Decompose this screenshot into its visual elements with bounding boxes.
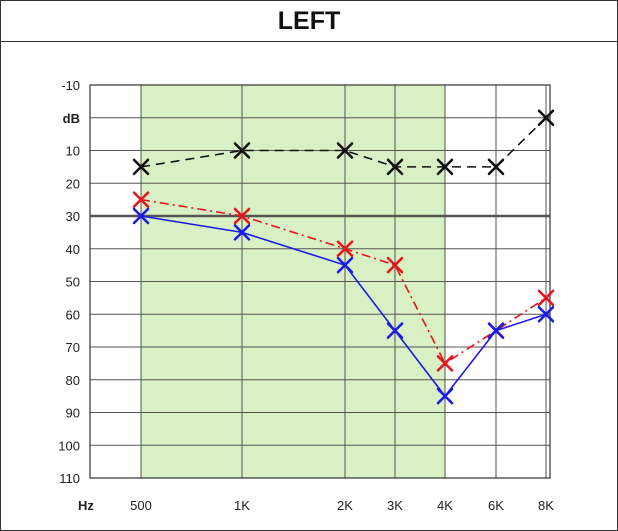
data-marker-x xyxy=(132,191,150,208)
data-marker-x xyxy=(537,109,555,127)
data-marker-x xyxy=(132,207,150,225)
x-unit-label: Hz xyxy=(78,498,94,513)
y-tick-label: -10 xyxy=(61,78,80,93)
data-marker-x xyxy=(233,142,251,159)
y-tick-label: 40 xyxy=(66,242,80,257)
y-tick-label: 30 xyxy=(66,209,80,224)
data-marker-x xyxy=(487,158,505,176)
data-marker-x xyxy=(132,158,150,176)
plot-frame xyxy=(89,84,551,479)
x-tick-label: 500 xyxy=(130,498,152,513)
y-tick-label: 70 xyxy=(66,340,80,355)
y-tick-label: 60 xyxy=(66,307,80,322)
data-marker-x xyxy=(537,289,555,307)
data-marker-x xyxy=(436,387,454,405)
x-tick-label: 3K xyxy=(387,498,403,513)
x-tick-label: 4K xyxy=(437,498,453,513)
y-tick-label: 10 xyxy=(66,144,80,159)
data-marker-x xyxy=(386,322,404,339)
data-marker-x xyxy=(233,207,251,225)
y-unit-label: dB xyxy=(63,111,80,126)
y-tick-label: 110 xyxy=(59,471,80,486)
y-tick-label: 50 xyxy=(66,275,80,290)
y-tick-label: 20 xyxy=(66,176,80,191)
y-tick-label: 80 xyxy=(66,373,80,388)
x-tick-label: 1K xyxy=(234,498,250,513)
data-marker-x xyxy=(386,158,404,176)
data-marker-x xyxy=(233,224,251,241)
y-tick-label: 90 xyxy=(66,406,80,421)
data-marker-x xyxy=(336,240,354,258)
title-bar: LEFT xyxy=(1,1,617,42)
x-tick-label: 6K xyxy=(488,498,504,513)
chart-title: LEFT xyxy=(277,6,341,35)
data-marker-x xyxy=(537,305,555,323)
data-marker-x xyxy=(436,158,454,176)
x-tick-label: 8K xyxy=(538,498,554,513)
data-marker-x xyxy=(336,256,354,274)
data-marker-x xyxy=(336,142,354,159)
x-tick-label: 2K xyxy=(337,498,353,513)
y-tick-label: 100 xyxy=(58,438,80,453)
data-marker-x xyxy=(386,256,404,274)
data-marker-x xyxy=(436,355,454,372)
data-marker-x xyxy=(487,322,505,339)
